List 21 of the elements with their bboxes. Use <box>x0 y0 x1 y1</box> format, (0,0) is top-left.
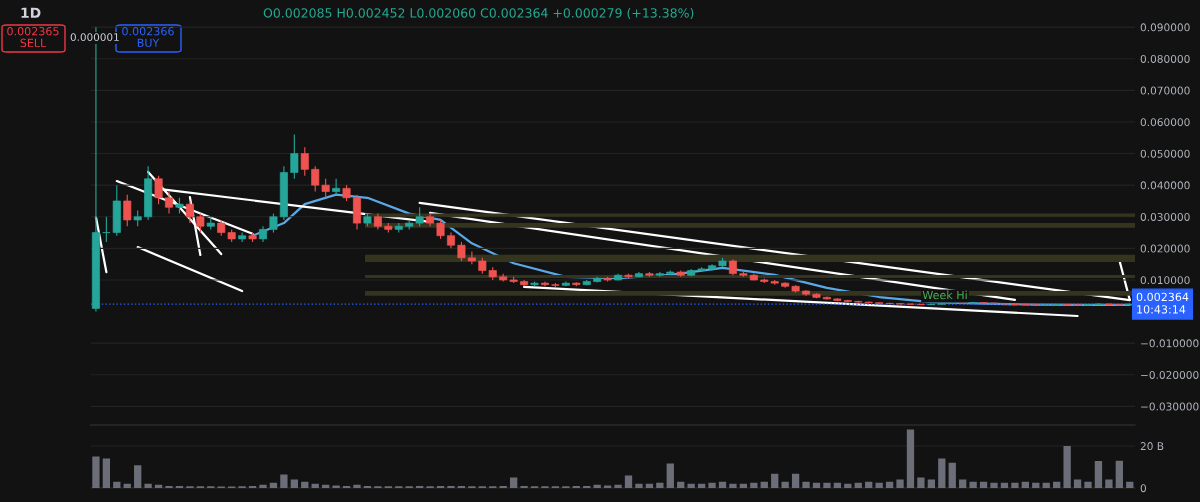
y-tick-label: 0.040000 <box>1140 181 1190 190</box>
ref-line-label: 0.002364 10:43:14 <box>1136 292 1189 314</box>
annotation: O0.002085 H0.002452 L0.002060 C0.002364 +0.000279 (+13.38%) <box>263 7 694 20</box>
chart-title: 1D <box>21 7 41 18</box>
annotation: 0.002366 BUY <box>122 27 174 48</box>
annotation: 0.000001 <box>70 33 119 42</box>
y-tick-label: 0.050000 <box>1140 149 1190 158</box>
y-tick-label: 0.070000 <box>1140 86 1190 95</box>
text: 0.002365 SELL <box>7 27 59 48</box>
y-tick-label: 0.030000 <box>1140 212 1190 221</box>
y-tick-label: 0.010000 <box>1140 276 1190 285</box>
y-tick-label: −0.020000 <box>1141 370 1199 379</box>
y-tick-label: −0.010000 <box>1141 339 1199 348</box>
y-tick-label: 0.060000 <box>1140 118 1190 127</box>
annotation: Week Hi <box>922 290 967 300</box>
y-tick-label: 0.080000 <box>1140 54 1190 63</box>
y-tick-label: 0.020000 <box>1140 244 1190 253</box>
y-tick-label: 0 <box>1140 484 1147 493</box>
y-tick-label: −0.030000 <box>1141 402 1199 411</box>
y-tick-label: 0.090000 <box>1140 23 1190 32</box>
y-tick-label: 20 B <box>1140 442 1164 451</box>
